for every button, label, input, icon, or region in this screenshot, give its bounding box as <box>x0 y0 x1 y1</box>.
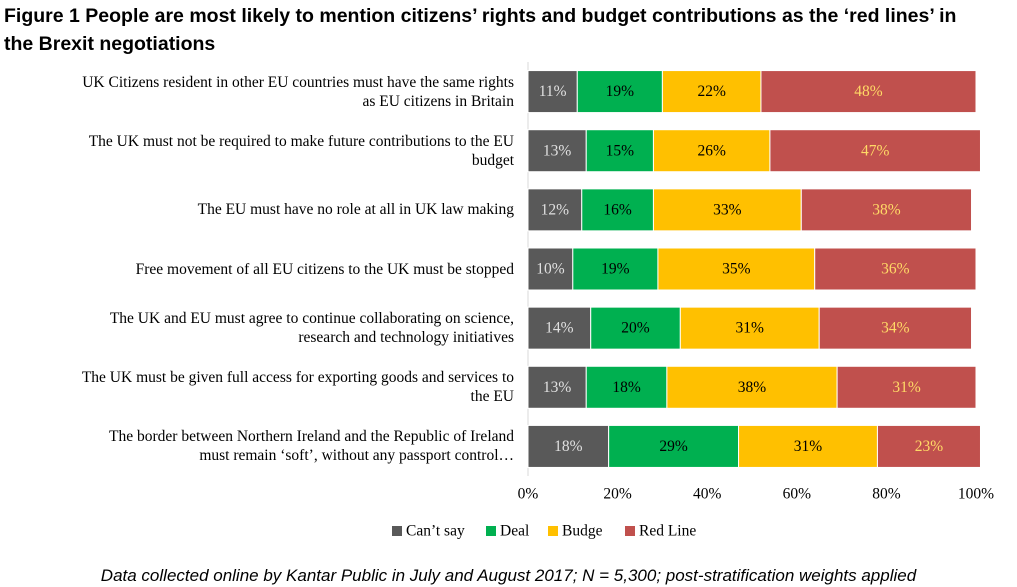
data-label: 23% <box>915 438 944 455</box>
bar-segment <box>760 70 977 114</box>
y-tick-label: The EU must have no role at all in UK la… <box>197 201 514 219</box>
footnote: Data collected online by Kantar Public i… <box>100 566 917 585</box>
data-label: 33% <box>713 201 742 218</box>
data-label: 34% <box>881 320 910 337</box>
bar-segment <box>608 424 740 468</box>
bar-segment <box>527 188 583 232</box>
legend-swatch <box>486 526 496 536</box>
bar-segment <box>527 424 610 468</box>
data-label: 18% <box>554 438 583 455</box>
data-label: 38% <box>738 379 767 396</box>
bar-segment <box>652 188 802 232</box>
data-label: 19% <box>606 83 635 100</box>
x-tick-label: 20% <box>603 486 632 503</box>
bar-segment <box>679 306 820 350</box>
bar-segment <box>652 129 771 173</box>
legend-swatch <box>625 526 635 536</box>
bar-segment <box>814 247 977 291</box>
y-tick-label: The border between Northern Ireland and … <box>109 428 514 465</box>
bar-segment <box>585 365 668 409</box>
bar-segment <box>585 129 654 173</box>
data-label: 35% <box>722 261 751 278</box>
data-label: 31% <box>794 438 823 455</box>
chart-title: Figure 1 People are most likely to menti… <box>4 5 957 55</box>
data-label: 38% <box>872 201 901 218</box>
data-label: 12% <box>541 201 570 218</box>
data-label: 11% <box>539 83 567 100</box>
bar-segment <box>876 424 981 468</box>
y-tick-label: The UK and EU must agree to continue col… <box>109 310 514 347</box>
legend-label: Can’t say <box>406 523 465 540</box>
bar-segment <box>576 70 663 114</box>
bar-segment <box>738 424 878 468</box>
data-label: 31% <box>736 320 765 337</box>
bar-segment <box>661 70 762 114</box>
x-tick-label: 100% <box>958 486 994 503</box>
y-tick-label: The UK must not be required to make futu… <box>88 132 514 169</box>
bar-segment <box>657 247 816 291</box>
bar-segment <box>590 306 681 350</box>
bar-segment <box>800 188 973 232</box>
data-label: 36% <box>881 261 910 278</box>
data-label: 10% <box>536 261 565 278</box>
data-label: 48% <box>854 83 883 100</box>
bar-segment <box>818 306 973 350</box>
y-tick-label: The UK must be given full access for exp… <box>81 369 514 406</box>
data-label: 47% <box>861 142 890 159</box>
bar-segment <box>666 365 838 409</box>
y-tick-label: Free movement of all EU citizens to the … <box>135 260 514 278</box>
x-tick-label: 60% <box>783 486 812 503</box>
legend-label: Budge <box>562 523 603 540</box>
x-tick-label: 0% <box>518 486 539 503</box>
legend-label: Deal <box>500 523 529 540</box>
bar-segment <box>527 247 574 291</box>
legend-swatch <box>548 526 558 536</box>
data-label: 13% <box>543 142 572 159</box>
data-label: 14% <box>545 320 574 337</box>
data-label: 16% <box>603 201 632 218</box>
bar-segment <box>527 70 578 114</box>
bar-segment <box>836 365 977 409</box>
bar-segment <box>572 247 659 291</box>
x-tick-label: 40% <box>693 486 722 503</box>
x-tick-label: 80% <box>872 486 901 503</box>
data-label: 26% <box>697 142 726 159</box>
bar-segment <box>527 129 587 173</box>
data-label: 31% <box>892 379 921 396</box>
bar-segment <box>527 306 592 350</box>
data-label: 29% <box>659 438 688 455</box>
bar-segment <box>581 188 654 232</box>
bar-segment <box>769 129 981 173</box>
legend-swatch <box>392 526 402 536</box>
legend-label: Red Line <box>639 523 696 540</box>
data-label: 22% <box>697 83 726 100</box>
data-label: 13% <box>543 379 572 396</box>
data-label: 19% <box>601 261 630 278</box>
data-label: 15% <box>606 142 635 159</box>
y-tick-label: UK Citizens resident in other EU countri… <box>82 73 514 110</box>
data-label: 20% <box>621 320 650 337</box>
data-label: 18% <box>612 379 641 396</box>
